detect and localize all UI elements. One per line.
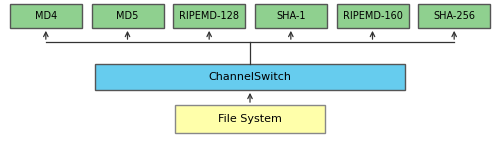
Text: File System: File System	[218, 114, 282, 124]
Text: MD4: MD4	[34, 11, 57, 21]
Bar	[10, 4, 82, 28]
Text: RIPEMD-160: RIPEMD-160	[342, 11, 402, 21]
Text: ChannelSwitch: ChannelSwitch	[208, 72, 292, 82]
Bar	[95, 64, 405, 90]
Bar	[92, 4, 164, 28]
Bar	[336, 4, 408, 28]
Bar	[173, 4, 245, 28]
Bar	[418, 4, 490, 28]
Text: SHA-1: SHA-1	[276, 11, 306, 21]
Text: SHA-256: SHA-256	[433, 11, 475, 21]
Text: RIPEMD-128: RIPEMD-128	[179, 11, 239, 21]
Bar	[255, 4, 327, 28]
Bar	[175, 105, 325, 133]
Text: MD5: MD5	[116, 11, 138, 21]
